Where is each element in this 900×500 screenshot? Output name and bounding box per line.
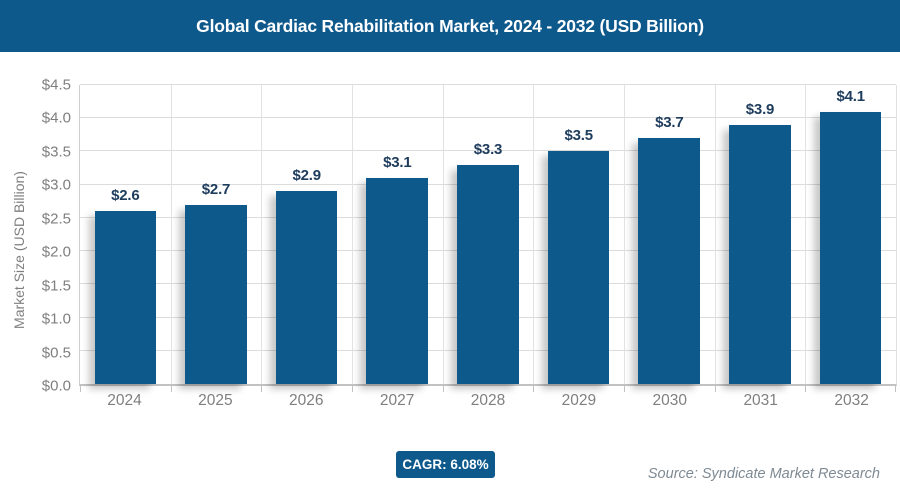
bar-2024 [94, 211, 157, 384]
x-tick-label: 2027 [379, 392, 415, 409]
x-tick-label: 2025 [198, 392, 233, 409]
bar-2032 [819, 111, 882, 384]
bar-slot-2031: $3.9 [715, 85, 806, 384]
bar-slot-2029: $3.5 [533, 85, 624, 384]
source-text: Source: Syndicate Market Research [647, 466, 880, 482]
vertical-gridline [714, 85, 716, 384]
bar-value-label: $3.7 [655, 114, 684, 132]
bar-2025 [185, 204, 247, 384]
x-axis-tick-mark [170, 386, 172, 392]
y-tick-label: $1.0 [41, 310, 71, 328]
vertical-gridline [533, 85, 535, 384]
bar-value-label: $3.1 [383, 154, 412, 172]
bar-2031 [729, 124, 791, 384]
chart-title-bar: Global Cardiac Rehabilitation Market, 20… [0, 0, 900, 52]
bar-value-label: $2.9 [292, 167, 321, 185]
x-tick-label: 2029 [561, 392, 597, 409]
bar-value-label: $3.5 [564, 127, 593, 145]
x-tick-label: 2024 [107, 392, 142, 409]
x-axis-tick-mark [714, 386, 716, 392]
x-axis-tick-mark [533, 386, 535, 392]
bar-2026 [275, 191, 338, 384]
bar-value-label: $2.6 [111, 187, 140, 205]
x-axis-tick-mark [623, 386, 625, 392]
x-axis-tick-mark [261, 386, 263, 392]
y-tick-label: $1.5 [41, 277, 71, 295]
x-tick-label: 2030 [652, 392, 688, 409]
y-tick-label: $0.0 [41, 377, 71, 395]
chart-title: Global Cardiac Rehabilitation Market, 20… [196, 15, 704, 36]
vertical-gridline [805, 85, 807, 384]
bar-slot-2027: $3.1 [352, 85, 443, 384]
bar-2028 [457, 164, 519, 384]
vertical-gridline [261, 85, 263, 384]
x-axis-tick-mark [351, 386, 353, 392]
x-tick-label: 2026 [288, 392, 324, 409]
bar-value-label: $3.9 [745, 100, 775, 118]
bar-slot-2028: $3.3 [443, 85, 534, 384]
vertical-gridline [170, 85, 172, 384]
x-axis-tick-labels: 2024 2025 2026 2027 2028 2029 2030 2031 2032 [79, 392, 897, 412]
bar-value-label: $2.7 [201, 180, 231, 198]
bar-2030 [638, 138, 701, 384]
bar-slot-2024: $2.6 [80, 85, 171, 384]
y-tick-label: $0.5 [41, 344, 71, 362]
y-tick-label: $3.0 [41, 176, 71, 194]
vertical-gridline [351, 85, 353, 384]
bar-2029 [547, 151, 610, 384]
bar-slot-2030: $3.7 [624, 85, 715, 384]
y-tick-label: $4.0 [41, 109, 71, 127]
cagr-badge: CAGR: 6.08% [396, 451, 495, 478]
x-tick-label: 2028 [470, 392, 506, 409]
horizontal-gridline [80, 84, 896, 85]
bar-slot-2032: $4.1 [805, 85, 896, 384]
x-tick-label: 2031 [743, 392, 778, 409]
x-axis-tick-mark [80, 386, 81, 392]
bar-value-label: $3.3 [473, 140, 503, 158]
x-tick-label: 2032 [834, 392, 869, 409]
x-axis-tick-mark [895, 386, 896, 392]
bar-2027 [366, 178, 429, 384]
y-tick-label: $2.5 [41, 210, 71, 228]
y-axis-tick-labels: $0.0 $0.5 $1.0 $1.5 $2.0 $2.5 $3.0 $3.5 $4.0 $4.5 [0, 77, 71, 395]
vertical-gridline [442, 85, 444, 384]
y-tick-label: $2.0 [41, 243, 71, 261]
x-axis-tick-mark [805, 386, 807, 392]
bar-slot-2026: $2.9 [261, 85, 352, 384]
y-tick-label: $3.5 [41, 143, 71, 161]
horizontal-gridline [80, 150, 896, 152]
vertical-gridline [623, 85, 625, 384]
y-tick-label: $4.5 [41, 76, 71, 94]
horizontal-gridline [80, 117, 896, 119]
x-axis-tick-mark [442, 386, 444, 392]
bar-slot-2025: $2.7 [171, 85, 262, 384]
bar-value-label: $4.1 [836, 87, 865, 105]
plot-area: $2.6 $2.7 $2.9 $3.1 $3.3 $3.5 $3.7 $3.9 $4.1 [79, 84, 897, 392]
